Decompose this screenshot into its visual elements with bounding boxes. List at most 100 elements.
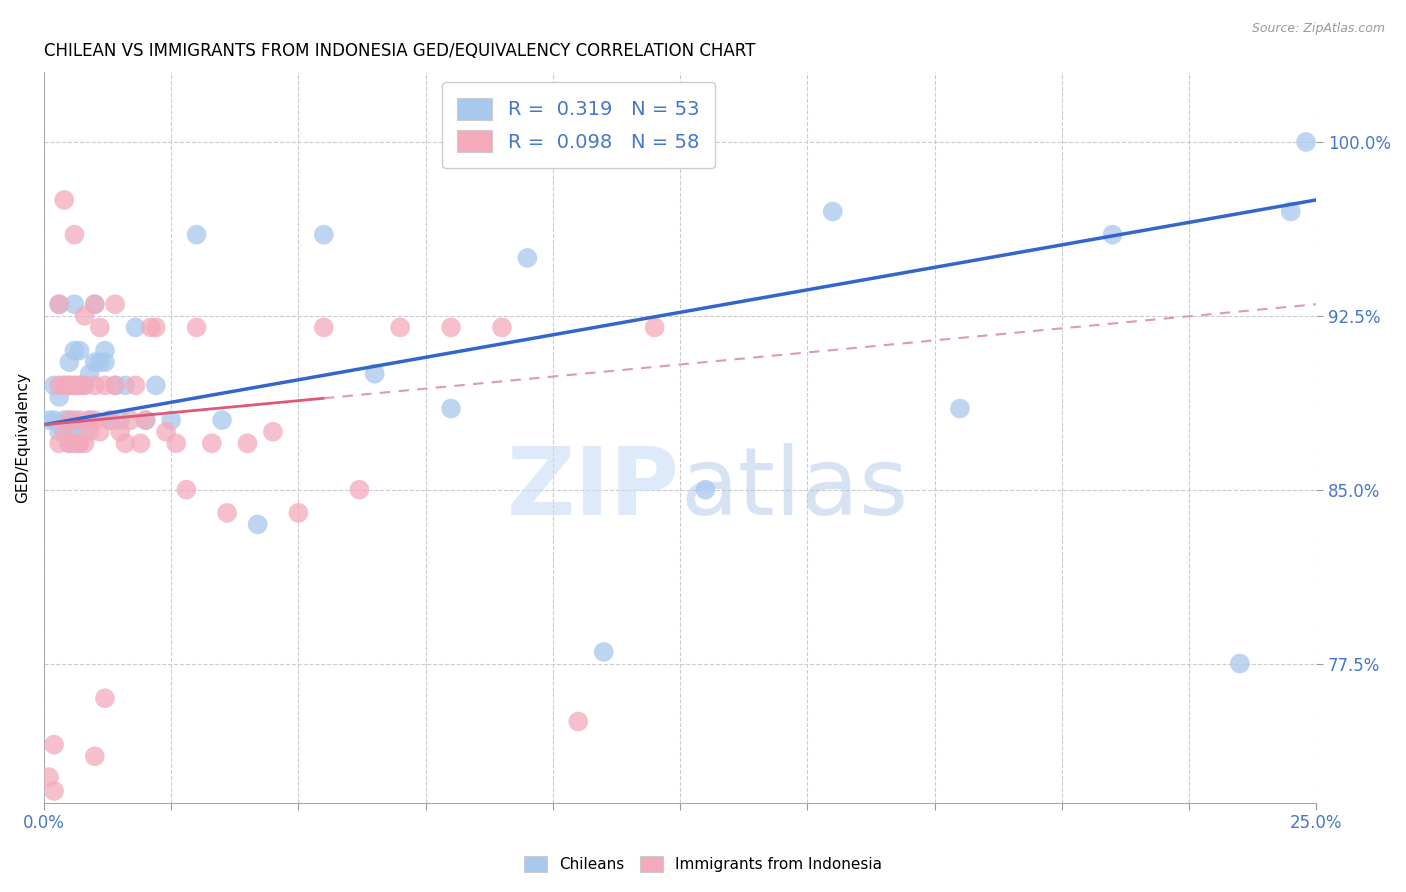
Point <box>186 320 208 334</box>
Point <box>155 425 177 439</box>
Point <box>104 297 127 311</box>
Point <box>63 436 86 450</box>
Point <box>94 691 117 706</box>
Point <box>69 378 91 392</box>
Point <box>1101 227 1123 242</box>
Y-axis label: GED/Equivalency: GED/Equivalency <box>15 372 30 503</box>
Point <box>63 378 86 392</box>
Point <box>98 413 121 427</box>
Point <box>79 425 101 439</box>
Point <box>139 320 162 334</box>
Point <box>69 378 91 392</box>
Point <box>58 378 80 392</box>
Point <box>145 378 167 392</box>
Point <box>211 413 233 427</box>
Point <box>53 378 76 392</box>
Point <box>1279 204 1302 219</box>
Point <box>53 413 76 427</box>
Point <box>48 297 70 311</box>
Point <box>110 425 132 439</box>
Point <box>58 378 80 392</box>
Point <box>73 378 96 392</box>
Point <box>592 645 614 659</box>
Point <box>120 413 142 427</box>
Point <box>165 436 187 450</box>
Point <box>349 483 371 497</box>
Point <box>440 401 463 416</box>
Point <box>89 355 111 369</box>
Point <box>1295 135 1317 149</box>
Point <box>73 378 96 392</box>
Point <box>38 413 60 427</box>
Point <box>42 413 65 427</box>
Point <box>389 320 412 334</box>
Point <box>114 436 136 450</box>
Point <box>176 483 198 497</box>
Point <box>58 436 80 450</box>
Point <box>83 413 105 427</box>
Point <box>69 343 91 358</box>
Point <box>79 367 101 381</box>
Point <box>58 436 80 450</box>
Point <box>38 770 60 784</box>
Point <box>104 378 127 392</box>
Point <box>135 413 157 427</box>
Point <box>262 425 284 439</box>
Point <box>1229 657 1251 671</box>
Point <box>79 413 101 427</box>
Point <box>42 378 65 392</box>
Point <box>73 309 96 323</box>
Point <box>94 378 117 392</box>
Point <box>94 343 117 358</box>
Point <box>160 413 183 427</box>
Point <box>89 320 111 334</box>
Point <box>491 320 513 334</box>
Text: CHILEAN VS IMMIGRANTS FROM INDONESIA GED/EQUIVALENCY CORRELATION CHART: CHILEAN VS IMMIGRANTS FROM INDONESIA GED… <box>44 42 755 60</box>
Text: Source: ZipAtlas.com: Source: ZipAtlas.com <box>1251 22 1385 36</box>
Point <box>53 378 76 392</box>
Point <box>83 749 105 764</box>
Point <box>145 320 167 334</box>
Point <box>98 413 121 427</box>
Point <box>79 413 101 427</box>
Point <box>53 425 76 439</box>
Point <box>58 413 80 427</box>
Point <box>83 297 105 311</box>
Point <box>110 413 132 427</box>
Point <box>48 297 70 311</box>
Legend: Chileans, Immigrants from Indonesia: Chileans, Immigrants from Indonesia <box>516 848 890 880</box>
Point <box>124 320 146 334</box>
Point <box>58 413 80 427</box>
Point <box>48 425 70 439</box>
Point <box>186 227 208 242</box>
Point <box>73 436 96 450</box>
Point <box>201 436 224 450</box>
Point <box>83 355 105 369</box>
Point <box>63 227 86 242</box>
Point <box>89 425 111 439</box>
Point <box>42 784 65 798</box>
Point <box>516 251 538 265</box>
Point <box>312 227 335 242</box>
Point <box>236 436 259 450</box>
Point <box>129 436 152 450</box>
Point <box>83 378 105 392</box>
Point <box>217 506 239 520</box>
Point <box>42 738 65 752</box>
Point <box>104 378 127 392</box>
Point <box>73 425 96 439</box>
Point <box>63 413 86 427</box>
Legend: R =  0.319   N = 53, R =  0.098   N = 58: R = 0.319 N = 53, R = 0.098 N = 58 <box>441 82 714 168</box>
Point <box>114 378 136 392</box>
Point <box>63 425 86 439</box>
Text: atlas: atlas <box>681 442 908 534</box>
Point <box>48 390 70 404</box>
Point <box>246 517 269 532</box>
Point <box>949 401 972 416</box>
Point <box>440 320 463 334</box>
Point <box>94 355 117 369</box>
Point <box>69 436 91 450</box>
Text: ZIP: ZIP <box>508 442 681 534</box>
Point <box>821 204 844 219</box>
Point <box>135 413 157 427</box>
